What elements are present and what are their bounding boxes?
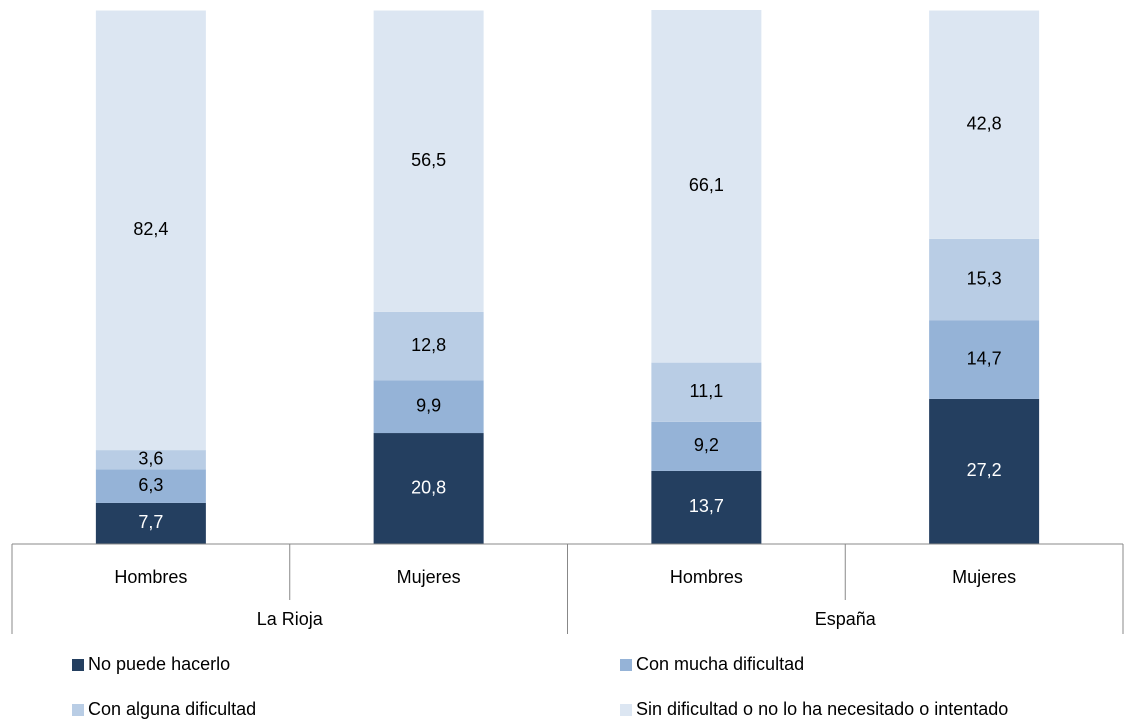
data-label: 42,8 (967, 113, 1002, 133)
bar-segment (929, 320, 1040, 399)
x-tick-label: Mujeres (952, 567, 1016, 587)
bar-segment (651, 470, 762, 544)
bar-segment (929, 10, 1040, 239)
legend-label: No puede hacerlo (88, 654, 230, 674)
bar-segment (929, 398, 1040, 544)
bar-segment (651, 10, 762, 363)
data-label: 9,9 (416, 395, 441, 415)
legend-label: Con alguna dificultad (88, 699, 256, 719)
legend-label: Con mucha dificultad (636, 654, 804, 674)
data-label: 27,2 (967, 460, 1002, 480)
data-label: 3,6 (138, 448, 163, 468)
legend-swatch (72, 659, 84, 671)
bar-segment (95, 502, 206, 544)
legend-label: Sin dificultad o no lo ha necesitado o i… (636, 699, 1008, 719)
bar-segment (929, 238, 1040, 321)
data-label: 7,7 (138, 512, 163, 532)
data-label: 14,7 (967, 348, 1002, 368)
data-label: 66,1 (689, 175, 724, 195)
bar-segment (95, 10, 206, 451)
data-label: 9,2 (694, 435, 719, 455)
data-label: 15,3 (967, 268, 1002, 288)
bar-segment (373, 10, 484, 312)
legend-swatch (620, 659, 632, 671)
legend-swatch (620, 704, 632, 716)
data-label: 13,7 (689, 496, 724, 516)
bar-segment (373, 433, 484, 544)
data-label: 20,8 (411, 477, 446, 497)
x-tick-label: Hombres (114, 567, 187, 587)
group-label: La Rioja (257, 609, 324, 629)
data-label: 11,1 (690, 381, 724, 401)
bar-segment (95, 469, 206, 503)
bar-segment (373, 311, 484, 381)
x-tick-label: Mujeres (397, 567, 461, 587)
data-label: 6,3 (138, 475, 163, 495)
group-label: España (815, 609, 877, 629)
bar-segment (373, 380, 484, 434)
data-label: 12,8 (411, 335, 446, 355)
data-label: 82,4 (133, 219, 168, 239)
bar-segment (651, 421, 762, 471)
bar-segment (651, 362, 762, 422)
data-label: 56,5 (411, 150, 446, 170)
x-tick-label: Hombres (670, 567, 743, 587)
legend-swatch (72, 704, 84, 716)
bar-segment (95, 450, 206, 470)
